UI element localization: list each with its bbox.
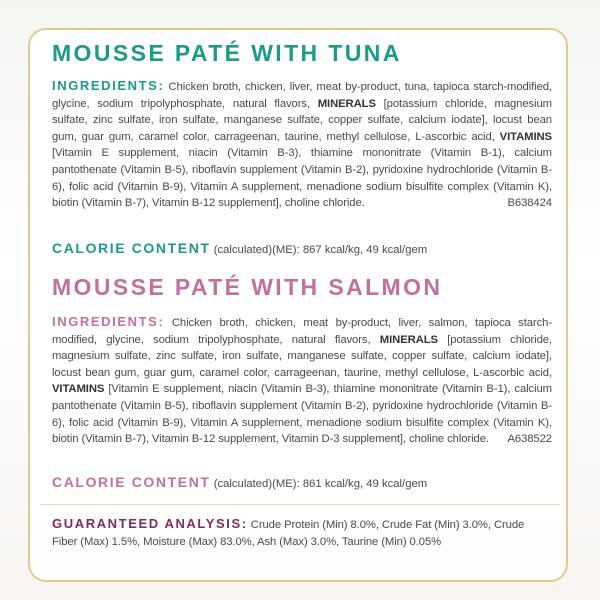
ingredients-label: INGREDIENTS: — [52, 314, 165, 329]
ingredients-text: [Vitamin E supplement, niacin (Vitamin B… — [52, 383, 552, 446]
vitamins-label: VITAMINS — [52, 383, 105, 396]
calorie-content: CALORIE CONTENT (calculated)(ME): 867 kc… — [52, 240, 552, 256]
minerals-label: MINERALS — [317, 97, 376, 110]
product-code: A638522 — [507, 433, 552, 446]
divider — [40, 504, 560, 505]
vitamins-label: VITAMINS — [499, 130, 552, 143]
ingredients: INGREDIENTS: Chicken broth, chicken, mea… — [52, 314, 552, 448]
ingredients-text: [Vitamin E supplement, niacin (Vitamin B… — [52, 147, 552, 210]
ingredients-text: [potassium chloride, magnesium sulfate, … — [52, 97, 552, 143]
analysis-text: Crude Protein (Min) 8.0%, Crude Fat (Min… — [52, 519, 525, 548]
ingredients-text: Chicken broth, chicken, meat by-product,… — [52, 317, 552, 346]
calorie-text: (calculated)(ME): 867 kcal/kg, 49 kcal/g… — [213, 244, 428, 256]
calorie-content: CALORIE CONTENT (calculated)(ME): 861 kc… — [52, 474, 552, 490]
guaranteed-analysis: GUARANTEED ANALYSIS: Crude Protein (Min)… — [52, 516, 552, 550]
ingredients-text: [potassium chloride, magnesium sulfate, … — [52, 333, 552, 379]
calorie-label: CALORIE CONTENT — [52, 474, 211, 490]
ingredients: INGREDIENTS: Chicken broth, chicken, liv… — [52, 78, 552, 212]
section-title: MOUSSE PATÉ WITH SALMON — [52, 274, 443, 300]
label-card — [28, 28, 568, 582]
calorie-label: CALORIE CONTENT — [52, 240, 211, 256]
analysis-label: GUARANTEED ANALYSIS: — [52, 516, 248, 531]
minerals-label: MINERALS — [379, 333, 438, 346]
ingredients-label: INGREDIENTS: — [52, 78, 165, 93]
ingredients-text: Chicken broth, chicken, liver, meat by-p… — [52, 81, 552, 110]
section-title: MOUSSE PATÉ WITH TUNA — [52, 40, 402, 66]
calorie-text: (calculated)(ME): 861 kcal/kg, 49 kcal/g… — [213, 478, 428, 490]
product-code: B638424 — [507, 197, 552, 210]
